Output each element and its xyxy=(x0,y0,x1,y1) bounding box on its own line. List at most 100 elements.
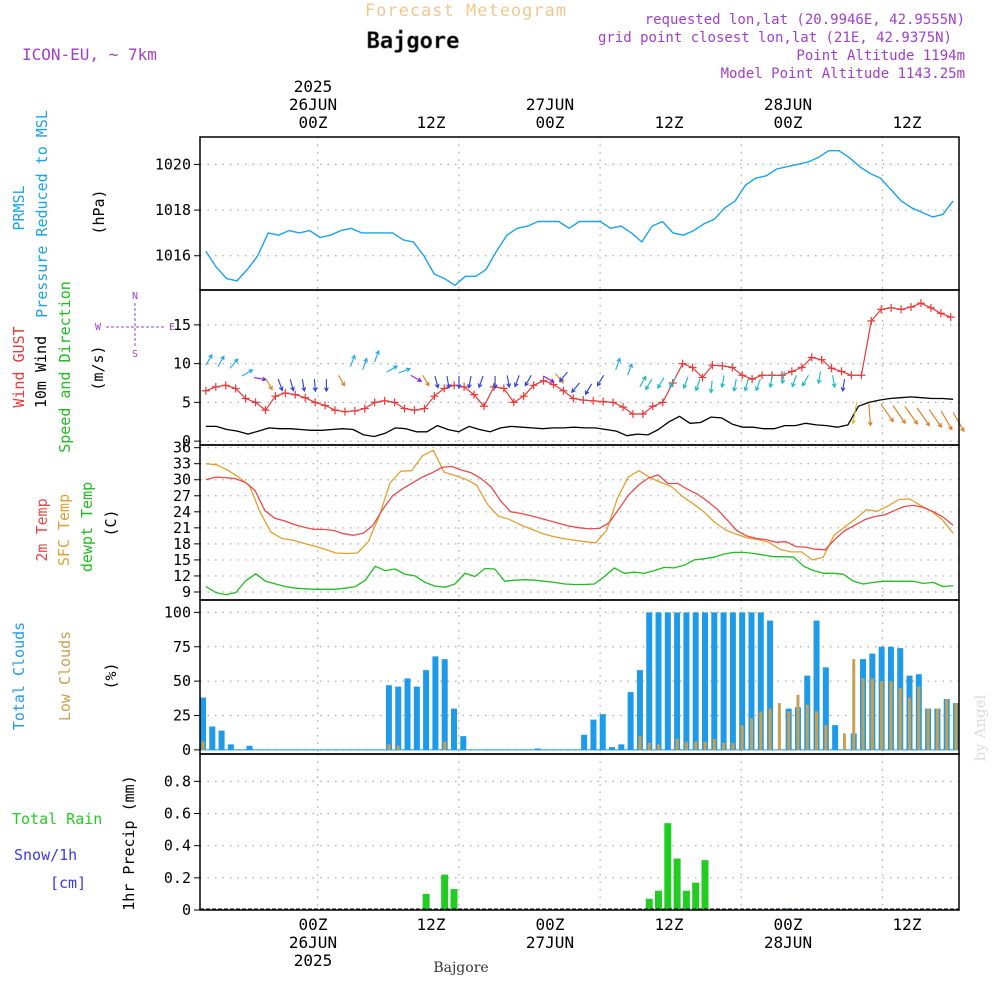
low-cloud-bar xyxy=(443,741,447,750)
pressure-panel-labels: PRMSL Pressure Reduced to MSL (hPa) xyxy=(10,110,108,318)
low-cloud-bar xyxy=(749,718,753,750)
bottom-location: Bajgore xyxy=(433,960,488,976)
gust-marker xyxy=(827,364,836,373)
gust-marker xyxy=(599,397,608,406)
gust-marker xyxy=(211,382,220,391)
total-cloud-bar xyxy=(757,612,764,750)
wind-arrow xyxy=(349,354,356,367)
wind-arrow xyxy=(558,371,568,383)
total-cloud-bar xyxy=(822,667,829,750)
wind-arrow xyxy=(513,375,520,388)
wind-arrow xyxy=(639,375,647,388)
wind-arrow xyxy=(524,375,532,387)
wind-arrow xyxy=(398,367,412,374)
low-cloud-bar xyxy=(768,708,772,750)
gust-marker xyxy=(281,389,290,398)
wind-panel-labels: Wind GUST 10m Wind Speed and Direction (… xyxy=(10,281,175,453)
pressure-line xyxy=(205,149,954,287)
rain-bar xyxy=(450,889,458,910)
gust-marker xyxy=(658,398,667,407)
y-tick-label: 12 xyxy=(173,567,191,585)
low-cloud-bar xyxy=(777,703,781,750)
wind-arrow xyxy=(506,375,512,389)
low-cloud-bar xyxy=(861,678,865,750)
gust-marker xyxy=(380,396,389,405)
gust-marker xyxy=(837,367,846,376)
wind-arrow xyxy=(880,403,894,423)
panel-border xyxy=(199,289,960,446)
total-cloud-bar xyxy=(423,670,430,750)
gust-marker xyxy=(619,403,628,412)
gust-marker xyxy=(251,398,260,407)
precip-panel: 0 0.2 0.4 0.6 0.8 xyxy=(164,754,959,919)
total-cloud-bar xyxy=(636,670,643,750)
low-cloud-bar xyxy=(201,741,205,750)
wind-arrow xyxy=(645,378,653,391)
total-cloud-bar xyxy=(683,612,690,750)
low-cloud-bar xyxy=(722,743,726,750)
wind-arrow xyxy=(682,376,689,390)
wind-arrow xyxy=(867,403,873,427)
gust-marker xyxy=(817,355,826,364)
top-time-label: 12Z xyxy=(893,113,922,132)
plot-layer: 1016101810200510159121518212427303336025… xyxy=(155,136,965,919)
bottom-time-label: 12Z xyxy=(893,915,922,934)
snow-label: Snow/1h xyxy=(14,846,77,864)
bottom-time-label: 12Z xyxy=(655,915,684,934)
gust-marker xyxy=(897,305,906,314)
wind-speed-line xyxy=(205,396,954,438)
pressure-panel: 1016 1018 1020 xyxy=(155,137,959,290)
gust-marker xyxy=(509,398,518,407)
gust-marker xyxy=(460,382,469,391)
rain-bar xyxy=(441,874,449,910)
y-tick-label: 0.8 xyxy=(164,772,191,790)
low-cloud-bar xyxy=(787,711,791,750)
total-cloud-bar xyxy=(441,659,448,750)
requested-coords: requested lon,lat (20.9946E, 42.9555N) xyxy=(645,12,965,28)
wind-arrow xyxy=(374,349,380,363)
gust-marker xyxy=(201,386,210,395)
y-tick-label: 21 xyxy=(173,519,191,537)
y-tick-label: 100 xyxy=(164,603,191,621)
wind-arrow xyxy=(851,402,858,425)
total-cloud-bar xyxy=(581,734,588,750)
wind-arrow xyxy=(338,375,346,387)
low-cloud-bar xyxy=(796,694,800,750)
gust-marker xyxy=(499,384,508,393)
wind-arrow xyxy=(940,410,953,431)
wind-arrow xyxy=(627,362,633,376)
total-cloud-bar xyxy=(664,612,671,750)
total-cloud-bar xyxy=(432,656,439,750)
low-cloud-bar xyxy=(759,711,763,750)
wind-arrow xyxy=(456,376,462,390)
gust-marker xyxy=(728,363,737,372)
gust-marker xyxy=(241,394,250,403)
gust-marker xyxy=(390,398,399,407)
gust-marker xyxy=(877,305,886,314)
temp-unit: (C) xyxy=(102,509,120,536)
cloud-label: Low Clouds xyxy=(56,631,74,721)
total-cloud-bar xyxy=(599,714,606,750)
wind-arrow xyxy=(708,380,714,394)
y-tick-label: 0.6 xyxy=(164,805,191,823)
temp-label: 2m Temp xyxy=(33,498,51,561)
wind-arrow xyxy=(816,371,822,385)
gust-marker xyxy=(291,390,300,399)
bottom-time-label: 00Z 27JUN xyxy=(526,915,574,952)
point-altitude: Point Altitude 1194m xyxy=(796,48,965,64)
low-cloud-bar xyxy=(740,725,744,750)
low-cloud-bar xyxy=(945,699,949,750)
wind-arrow xyxy=(205,353,213,366)
gust-marker xyxy=(718,361,727,370)
y-tick-label: 27 xyxy=(173,487,191,505)
gust-marker xyxy=(589,396,598,405)
total-cloud-bar xyxy=(209,726,216,750)
total-cloud-bar xyxy=(413,686,420,750)
wind-arrow xyxy=(254,376,268,382)
gust-marker xyxy=(797,363,806,372)
cloud-unit: (%) xyxy=(102,662,120,689)
wind-arrow xyxy=(916,407,930,427)
rain-bar xyxy=(655,890,663,910)
wind-arrow xyxy=(892,405,906,425)
gust-marker xyxy=(579,396,588,405)
